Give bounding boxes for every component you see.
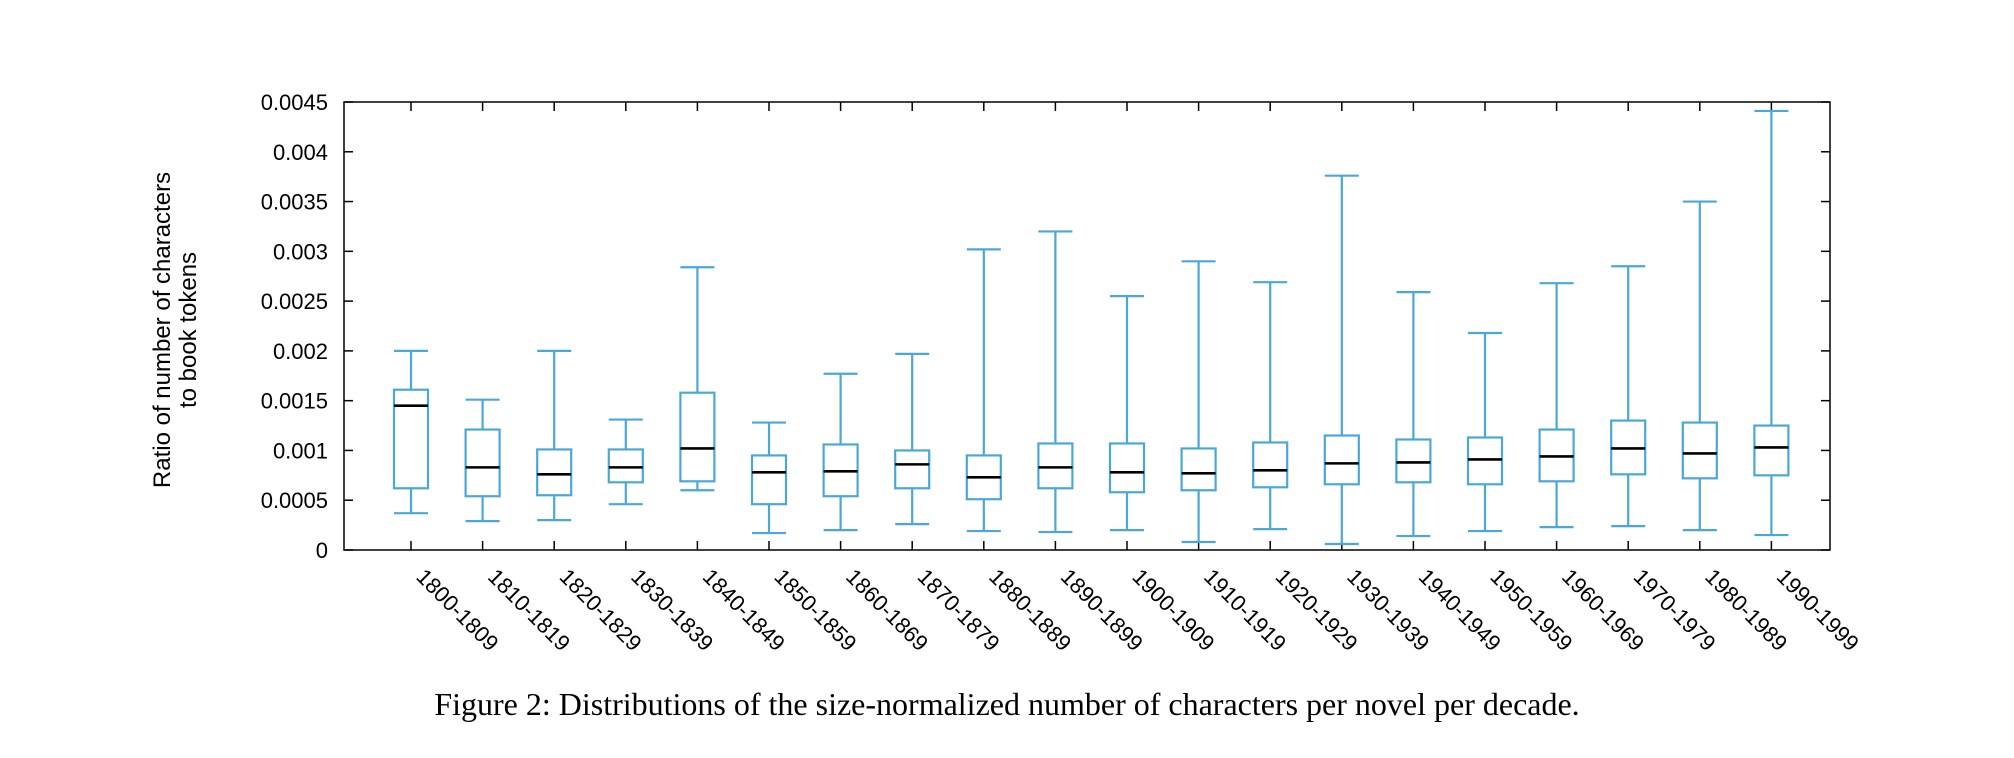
y-tick-label: 0.0025: [261, 289, 328, 314]
y-tick-label: 0.003: [273, 239, 328, 264]
y-tick-label: 0.002: [273, 339, 328, 364]
labels: 0 0.0005 0.001 0.0015 0.002 0.0025 0.003 0.0035…: [261, 90, 1864, 656]
y-tick-label: 0: [316, 538, 328, 563]
boxplot-chart: 0 0.0005 0.001 0.0015 0.002 0.0025 0.003 0.0035…: [149, 90, 1864, 656]
iqr-box: [607, 448, 644, 484]
iqr-box: [894, 449, 931, 490]
iqr-box: [1466, 436, 1504, 486]
y-tick-label: 0.001: [273, 438, 328, 463]
y-tick-label: 0.0015: [261, 389, 328, 414]
y-axis-label-line1: Ratio of number of characters: [149, 172, 176, 488]
plot-frame: [343, 101, 1831, 551]
iqr-box: [1252, 441, 1289, 489]
y-tick-label: 0.004: [273, 140, 328, 165]
iqr-box: [1108, 442, 1146, 494]
iqr-box: [1681, 421, 1718, 480]
iqr-box: [464, 428, 501, 498]
iqr-box: [750, 454, 788, 506]
iqr-box: [1395, 438, 1432, 484]
y-tick-label: 0.0045: [261, 90, 328, 115]
axes: [343, 101, 1831, 551]
boxes: [392, 109, 1790, 546]
iqr-box: [1037, 442, 1074, 490]
y-tick-label: 0.0035: [261, 190, 328, 215]
iqr-box: [1180, 447, 1217, 492]
iqr-box: [536, 448, 573, 497]
y-axis-label-line2: to book tokens: [175, 252, 202, 408]
y-tick-label: 0.0005: [261, 488, 328, 513]
figure-caption: Figure 2: Distributions of the size-norm…: [434, 686, 1580, 722]
iqr-box: [1753, 424, 1790, 477]
iqr-box: [1323, 434, 1360, 486]
iqr-box: [679, 391, 716, 483]
